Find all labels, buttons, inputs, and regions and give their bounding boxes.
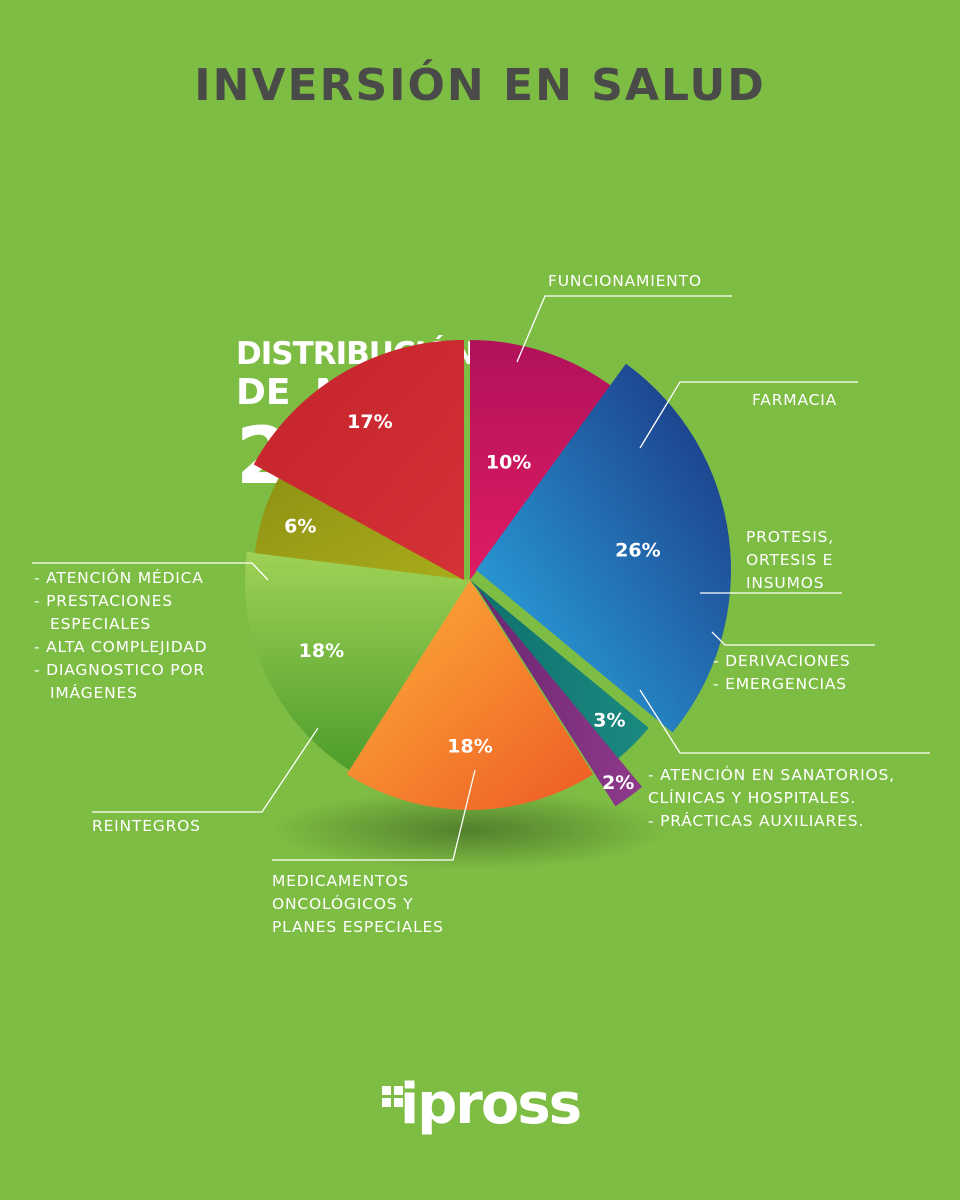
label-line: CLÍNICAS Y HOSPITALES. [648,789,857,807]
label-line: - PRÁCTICAS AUXILIARES. [648,812,865,830]
pie-slice [346,580,594,810]
ipross-logo: ipross [382,1072,602,1158]
slice-value-label: 26% [615,540,660,562]
leader-atencion-sanatorios [639,689,930,754]
slice-value-label: 18% [447,736,492,758]
label-line: PLANES ESPECIALES [272,918,444,936]
pie-slice [475,585,642,807]
slice-value-label: 10% [486,451,531,473]
slice-value-label: 6% [284,516,316,538]
label-line: FARMACIA [752,391,837,409]
label-line: - PRESTACIONES [34,592,173,610]
label-derivaciones: - DERIVACIONES - EMERGENCIAS [713,650,851,696]
logo-text: ipross [400,1072,582,1137]
label-line: - DERIVACIONES [713,652,851,670]
label-line: - ALTA COMPLEJIDAD [34,638,208,656]
label-line: ESPECIALES [50,615,152,633]
pie-slice [253,340,464,580]
leader-funcionamiento [516,295,732,363]
label-line: - EMERGENCIAS [713,675,847,693]
label-line: - ATENCIÓN MÉDICA [34,569,204,587]
leader-derivaciones [711,631,875,646]
label-line: ORTESIS E [746,551,834,569]
pie-slice [470,580,649,759]
leader-reintegros [92,727,319,813]
label-farmacia: FARMACIA [752,389,837,412]
slice-value-label: 2% [602,772,634,794]
leader-farmacia [639,381,858,449]
label-reintegros: REINTEGROS [92,815,201,838]
leader-medicamentos [272,769,476,861]
label-line: ONCOLÓGICOS Y [272,895,414,913]
pie-slice [245,551,470,770]
slice-value-label: 17% [347,411,392,433]
label-line: FUNCIONAMIENTO [548,272,702,290]
label-funcionamiento: FUNCIONAMIENTO [548,270,702,293]
label-atencion-medica: - ATENCIÓN MÉDICA - PRESTACIONES ESPECIA… [34,567,207,705]
label-line: - DIAGNOSTICO POR [34,661,205,679]
pie-shadow [270,790,670,870]
pie-slice [254,476,468,580]
pie-slice [470,340,612,580]
slice-value-label: 3% [593,709,625,731]
label-line: MEDICAMENTOS [272,872,409,890]
label-atencion-sanatorios: - ATENCIÓN EN SANATORIOS, CLÍNICAS Y HOS… [648,764,895,833]
label-line: IMÁGENES [50,684,138,702]
pie-slice [476,363,731,733]
leader-atencion-medica [32,562,269,581]
slice-value-label: 18% [299,640,344,662]
label-line: PROTESIS, [746,528,834,546]
label-medicamentos: MEDICAMENTOS ONCOLÓGICOS Y PLANES ESPECI… [272,870,444,939]
label-line: INSUMOS [746,574,825,592]
page-title: INVERSIÓN EN SALUD [194,60,766,111]
label-protesis: PROTESIS, ORTESIS E INSUMOS [746,526,834,595]
label-line: - ATENCIÓN EN SANATORIOS, [648,766,895,784]
label-line: REINTEGROS [92,817,201,835]
